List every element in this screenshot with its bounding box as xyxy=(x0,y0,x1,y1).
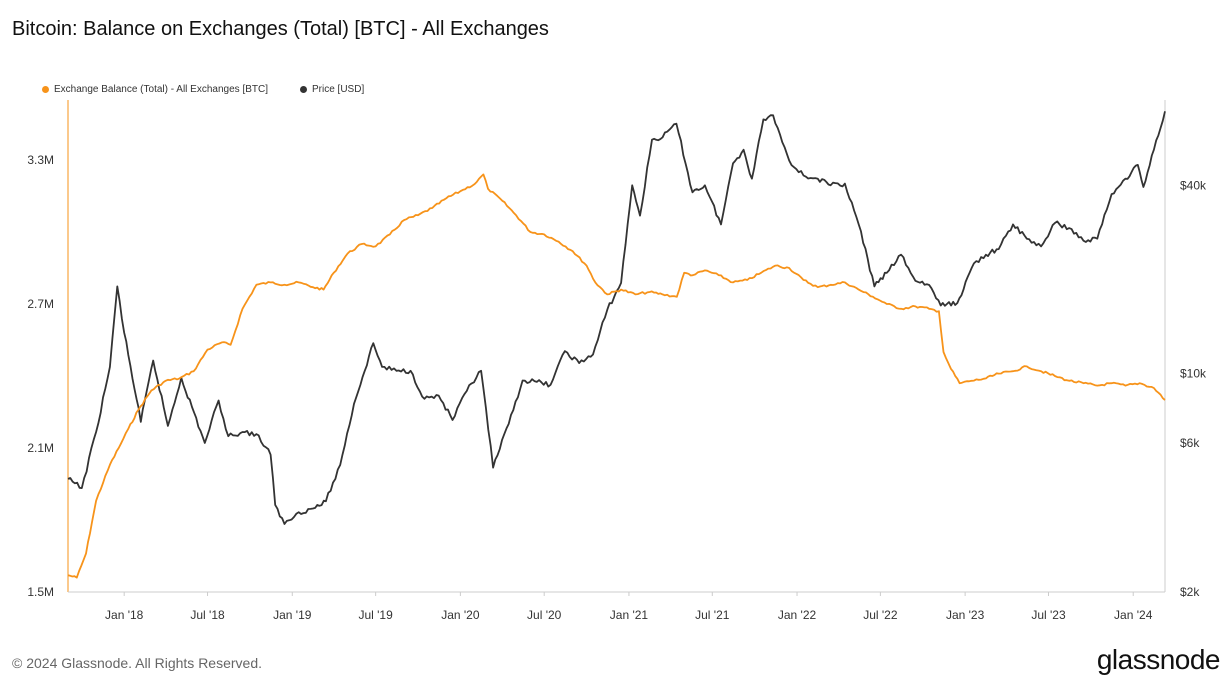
y-left-tick-label: 2.1M xyxy=(27,441,54,455)
price-line xyxy=(67,111,1166,525)
x-tick-label: Jan '24 xyxy=(1114,608,1153,622)
x-tick-label: Jul '20 xyxy=(527,608,562,622)
x-tick-label: Jul '21 xyxy=(695,608,730,622)
legend-label: Exchange Balance (Total) - All Exchanges… xyxy=(54,84,268,95)
y-left-tick-label: 3.3M xyxy=(27,153,54,167)
chart-axes xyxy=(67,100,1166,593)
glassnode-logo: glassnode xyxy=(1096,644,1221,675)
x-tick-label: Jul '23 xyxy=(1031,608,1066,622)
legend-dot-dark xyxy=(300,86,307,93)
y-right-tick-label: $10k xyxy=(1180,367,1207,381)
legend-item-price[interactable]: Price [USD] xyxy=(300,84,364,95)
x-tick-label: Jan '22 xyxy=(778,608,817,622)
x-tick-label: Jan '18 xyxy=(105,608,144,622)
x-tick-label: Jul '18 xyxy=(190,608,225,622)
chart-legend: Exchange Balance (Total) - All Exchanges… xyxy=(42,84,364,95)
legend-item-exchange-balance[interactable]: Exchange Balance (Total) - All Exchanges… xyxy=(42,84,268,95)
y-right-tick-label: $40k xyxy=(1180,178,1207,192)
x-tick-label: Jul '19 xyxy=(358,608,393,622)
legend-dot-orange xyxy=(42,86,49,93)
y-right-tick-label: $2k xyxy=(1180,585,1200,599)
exchange-balance-line xyxy=(67,173,1166,579)
y-right-tick-label: $6k xyxy=(1180,436,1200,450)
y-left-tick-label: 2.7M xyxy=(27,297,54,311)
chart-ticks: 1.5M 2.1M 2.7M 3.3M $2k $6k $10k $40k Jan '18 Jul… xyxy=(27,153,1207,622)
y-left-tick-label: 1.5M xyxy=(27,585,54,599)
chart-series xyxy=(67,111,1166,579)
x-tick-label: Jan '23 xyxy=(946,608,985,622)
x-tick-label: Jan '19 xyxy=(273,608,312,622)
legend-label: Price [USD] xyxy=(312,84,365,95)
x-tick-label: Jul '22 xyxy=(863,608,898,622)
x-tick-label: Jan '20 xyxy=(441,608,480,622)
chart-title: Bitcoin: Balance on Exchanges (Total) [B… xyxy=(12,18,549,40)
copyright-text: © 2024 Glassnode. All Rights Reserved. xyxy=(12,655,263,671)
x-tick-label: Jan '21 xyxy=(610,608,649,622)
